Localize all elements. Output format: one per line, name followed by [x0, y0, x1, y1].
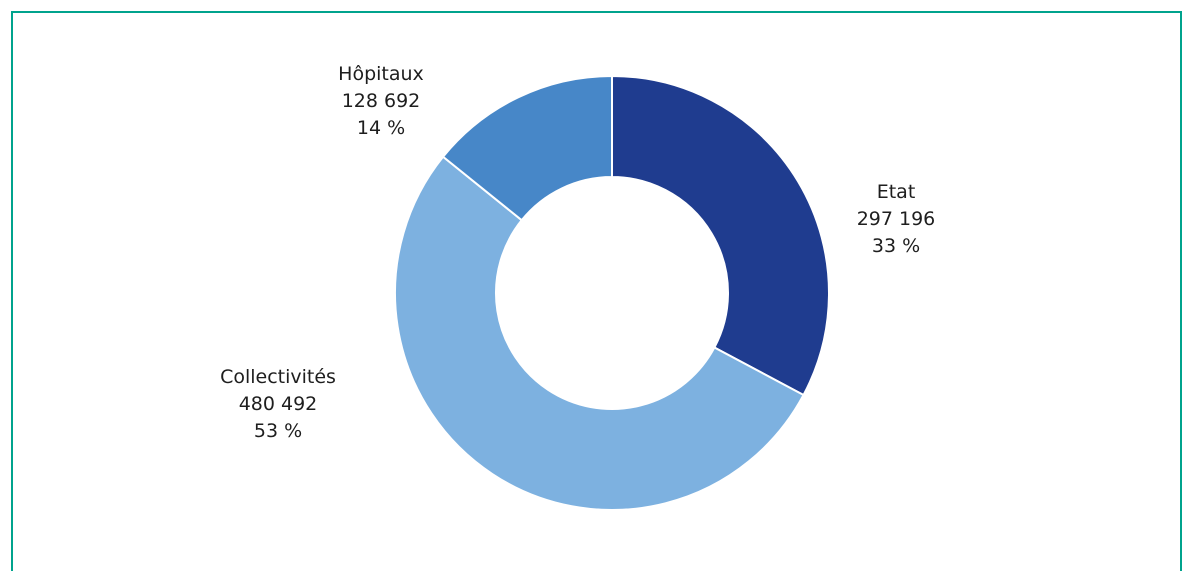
slice-label-name-1: Etat: [877, 181, 916, 203]
donut-slice-3: [441, 74, 613, 222]
slice-label-name-2: Collectivités: [220, 366, 336, 388]
donut-slice-2: [394, 155, 805, 511]
slice-label-value-2: 480 492: [239, 393, 318, 415]
slice-label-percent-2: 53 %: [254, 420, 302, 442]
donut-slice-1: [611, 74, 830, 397]
donut-slices: [394, 74, 830, 511]
slice-label-value-3: 128 692: [342, 90, 421, 112]
slice-label-percent-3: 14 %: [357, 117, 405, 139]
slice-label-name-3: Hôpitaux: [338, 63, 424, 85]
slice-label-percent-1: 33 %: [872, 235, 920, 257]
slice-labels: Etat 297 196 33 % Collectivités 480 492 53 % H…: [220, 63, 935, 442]
slice-label-value-1: 297 196: [857, 208, 936, 230]
